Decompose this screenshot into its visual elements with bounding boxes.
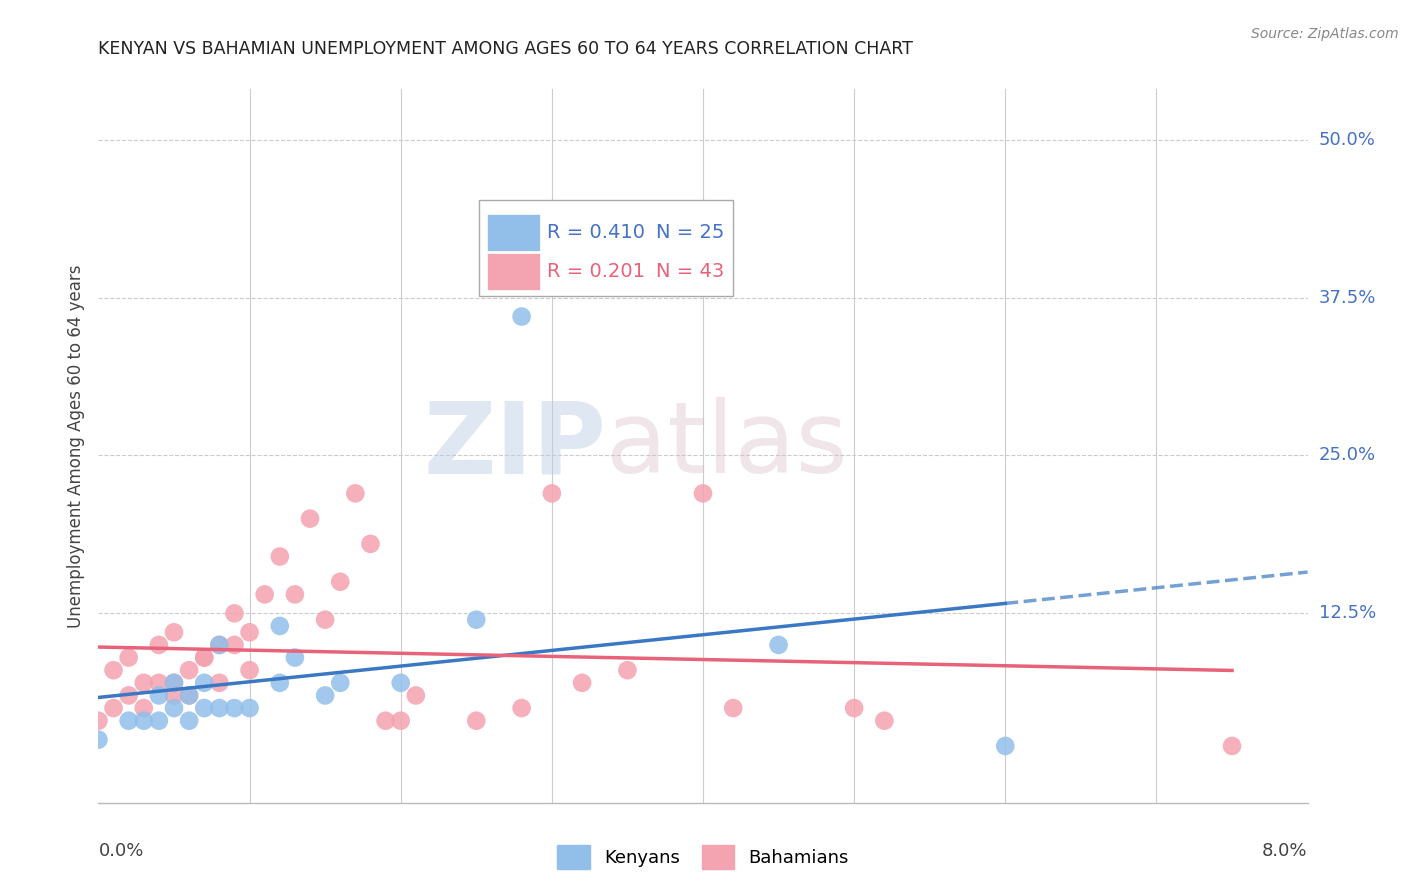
Point <box>87 714 110 728</box>
Text: 0.0%: 0.0% <box>98 842 143 860</box>
Point <box>132 701 155 715</box>
Point <box>148 675 170 690</box>
Point <box>193 650 215 665</box>
Point <box>163 625 186 640</box>
Text: ZIP: ZIP <box>423 398 606 494</box>
Point <box>193 650 215 665</box>
Point <box>163 675 186 690</box>
Point <box>994 739 1017 753</box>
Point <box>224 638 246 652</box>
Point <box>118 714 141 728</box>
Text: N = 43: N = 43 <box>655 262 724 281</box>
Point <box>465 714 488 728</box>
Point <box>269 549 291 564</box>
Point <box>148 638 170 652</box>
Point <box>359 537 381 551</box>
Point <box>132 675 155 690</box>
Point <box>540 486 562 500</box>
Point <box>723 701 745 715</box>
Point <box>284 650 307 665</box>
Point <box>374 714 396 728</box>
Point <box>224 607 246 621</box>
Point <box>118 689 141 703</box>
Point <box>179 689 201 703</box>
Y-axis label: Unemployment Among Ages 60 to 64 years: Unemployment Among Ages 60 to 64 years <box>66 264 84 628</box>
Point <box>269 675 291 690</box>
Point <box>329 675 352 690</box>
Point <box>344 486 367 500</box>
Text: Source: ZipAtlas.com: Source: ZipAtlas.com <box>1251 27 1399 41</box>
Point <box>163 701 186 715</box>
Point <box>163 675 186 690</box>
Point <box>465 613 488 627</box>
Text: 12.5%: 12.5% <box>1319 605 1376 623</box>
Point <box>239 701 262 715</box>
Point <box>179 663 201 677</box>
Text: 8.0%: 8.0% <box>1263 842 1308 860</box>
Point <box>224 701 246 715</box>
Point <box>571 675 593 690</box>
Point <box>510 701 533 715</box>
Text: R = 0.410: R = 0.410 <box>547 223 645 242</box>
Point <box>269 619 291 633</box>
Point <box>314 689 336 703</box>
Point <box>405 689 427 703</box>
Point <box>193 675 215 690</box>
Point <box>179 689 201 703</box>
Point <box>148 689 170 703</box>
Text: 50.0%: 50.0% <box>1319 131 1375 149</box>
Text: atlas: atlas <box>606 398 848 494</box>
Point <box>314 613 336 627</box>
Point <box>768 638 790 652</box>
Point <box>510 310 533 324</box>
Point <box>103 701 125 715</box>
Point <box>208 638 231 652</box>
Point <box>103 663 125 677</box>
Text: R = 0.201: R = 0.201 <box>547 262 645 281</box>
Point <box>208 675 231 690</box>
Point <box>692 486 714 500</box>
Point <box>193 701 215 715</box>
Point <box>389 714 412 728</box>
Point <box>87 732 110 747</box>
Point <box>284 587 307 601</box>
Text: 37.5%: 37.5% <box>1319 289 1376 307</box>
Point <box>163 689 186 703</box>
Point <box>389 675 412 690</box>
Point <box>873 714 896 728</box>
Point <box>239 625 262 640</box>
Point <box>253 587 276 601</box>
Point <box>616 663 638 677</box>
Text: KENYAN VS BAHAMIAN UNEMPLOYMENT AMONG AGES 60 TO 64 YEARS CORRELATION CHART: KENYAN VS BAHAMIAN UNEMPLOYMENT AMONG AG… <box>98 40 914 58</box>
Point <box>239 663 262 677</box>
Point <box>208 638 231 652</box>
Point <box>148 714 170 728</box>
Text: 25.0%: 25.0% <box>1319 447 1376 465</box>
FancyBboxPatch shape <box>479 200 734 296</box>
Point <box>118 650 141 665</box>
Point <box>132 714 155 728</box>
Legend: Kenyans, Bahamians: Kenyans, Bahamians <box>550 838 856 876</box>
Point <box>1220 739 1243 753</box>
Point <box>329 574 352 589</box>
Point <box>844 701 866 715</box>
Point <box>179 714 201 728</box>
FancyBboxPatch shape <box>486 253 540 291</box>
Point <box>208 701 231 715</box>
Point <box>299 511 322 525</box>
FancyBboxPatch shape <box>486 214 540 252</box>
Text: N = 25: N = 25 <box>655 223 724 242</box>
